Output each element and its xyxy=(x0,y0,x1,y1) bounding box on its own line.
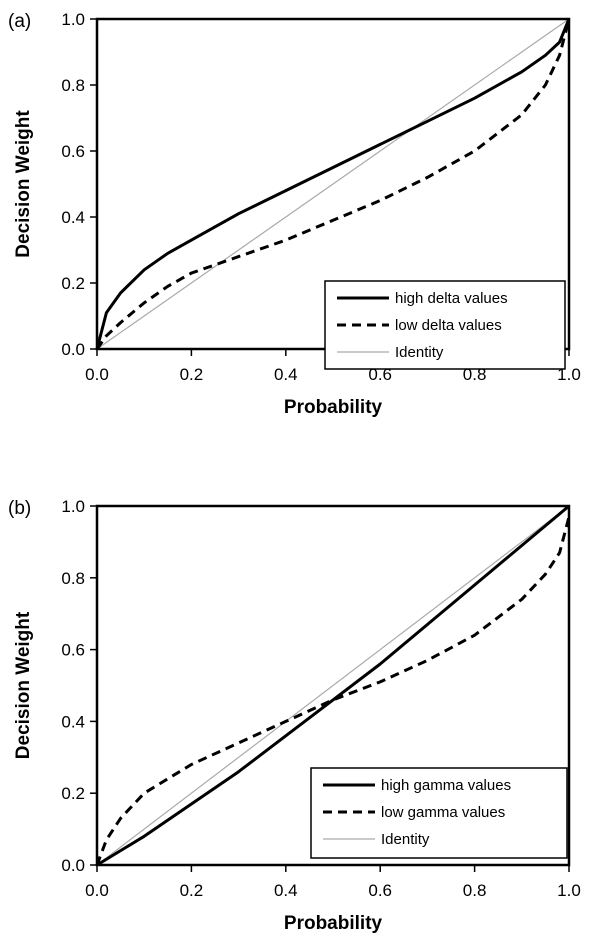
x-tick-label: 0.2 xyxy=(180,881,204,900)
legend-label: high delta values xyxy=(395,290,508,307)
y-tick-label: 0.8 xyxy=(61,569,85,588)
plot-frame xyxy=(95,504,571,867)
y-axis-title: Decision Weight xyxy=(13,611,34,759)
y-tick-label: 0.0 xyxy=(61,856,85,875)
x-tick-label: 0.4 xyxy=(274,365,298,384)
y-tick-label: 0.2 xyxy=(61,784,85,803)
legend-label: high gamma values xyxy=(381,777,511,794)
y-tick-label: 0.4 xyxy=(61,208,85,227)
y-tick-label: 0.4 xyxy=(61,712,85,731)
x-tick-label: 1.0 xyxy=(557,881,581,900)
legend-label: low gamma values xyxy=(381,804,505,821)
chart-panel-a: (a)0.00.20.40.60.81.00.0 0.2 0.4 0.6 0.8 1.0P… xyxy=(8,10,581,418)
legend: high delta values low delta values Identit… xyxy=(324,280,566,370)
y-tick-label: 0.6 xyxy=(61,641,85,660)
chart-panel-b: (b) 0.0 0.2 0.4 0.6 0.8 1.0 0.0 0.2 0.4 0.6 0.8 1.0 P… xyxy=(8,497,581,934)
x-tick-label: 0.0 xyxy=(85,365,109,384)
y-tick-label: 0.6 xyxy=(61,142,85,161)
y-tick-label: 0.8 xyxy=(61,76,85,95)
x-axis-title: Probability xyxy=(284,913,383,934)
y-axis-title: Decision Weight xyxy=(13,110,34,258)
legend: high gamma values low gamma values Identit… xyxy=(310,767,568,859)
legend-box xyxy=(324,280,566,370)
panel-label: (b) xyxy=(8,498,31,519)
x-axis-title: Probability xyxy=(284,397,383,418)
series-line-low-delta-values xyxy=(95,18,571,350)
legend-label: low delta values xyxy=(395,317,502,334)
series-line-identity xyxy=(96,505,570,866)
y-tick-label: 0.0 xyxy=(61,340,85,359)
y-tick-label: 0.2 xyxy=(61,274,85,293)
legend-box xyxy=(310,767,568,859)
x-tick-label: 0.4 xyxy=(274,881,298,900)
panel-label: (a) xyxy=(8,11,31,32)
series-line-high-gamma-values xyxy=(96,504,570,867)
series-line-identity xyxy=(96,18,570,350)
x-tick-label: 0.0 xyxy=(85,881,109,900)
x-tick-label: 0.8 xyxy=(463,881,487,900)
y-tick-label: 1.0 xyxy=(61,497,85,516)
series-line-high-delta-values xyxy=(95,18,571,350)
x-tick-label: 0.2 xyxy=(180,365,204,384)
series-line-low-gamma-values xyxy=(95,516,571,866)
legend-label: Identity xyxy=(381,831,430,848)
legend-label: Identity xyxy=(395,344,444,361)
x-tick-label: 0.6 xyxy=(368,881,392,900)
y-tick-label: 1.0 xyxy=(61,10,85,29)
